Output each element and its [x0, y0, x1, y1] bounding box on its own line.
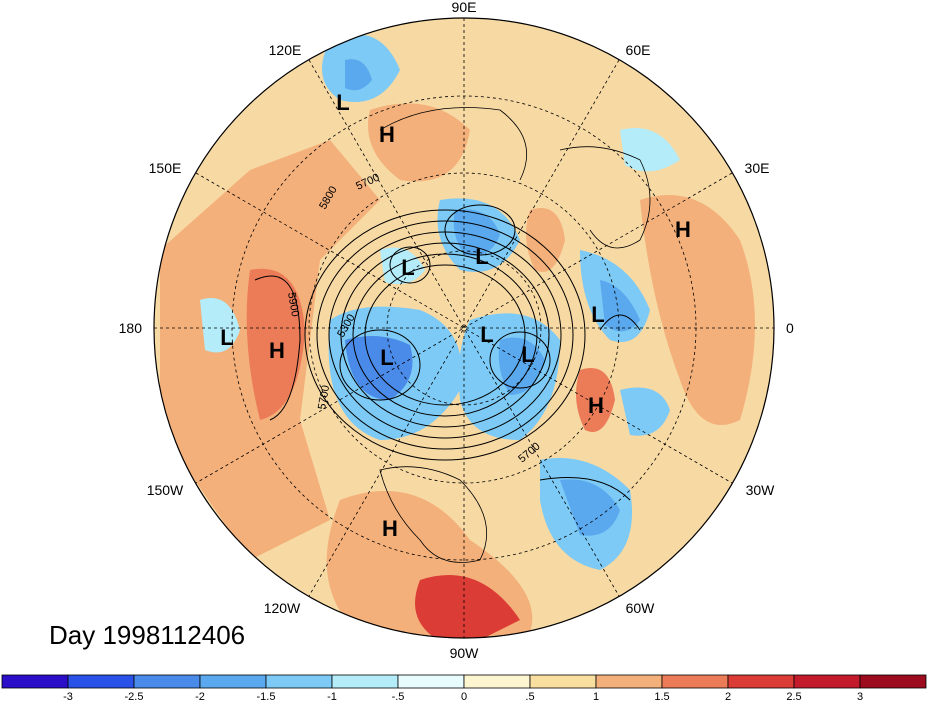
colorbar: -3 -2.5 -2 -1.5 -1 -.5 0 .5 1 1.5 2 2.5 3 — [1, 674, 927, 702]
lon-label-90e: 90E — [452, 0, 477, 15]
lon-label-60w: 60W — [626, 600, 656, 616]
colorbar-swatch — [265, 674, 333, 689]
colorbar-label: -.5 — [392, 691, 405, 702]
lon-label-30e: 30E — [745, 160, 770, 176]
low-marker: L — [336, 90, 349, 115]
low-marker: L — [591, 302, 604, 327]
colorbar-swatch — [463, 674, 531, 689]
colorbar-swatch — [661, 674, 729, 689]
colorbar-swatch — [727, 674, 795, 689]
high-marker: H — [588, 393, 604, 418]
colorbar-label: -2 — [195, 691, 205, 702]
colorbar-label: 2 — [725, 691, 731, 702]
colorbar-label: 1.5 — [654, 691, 669, 702]
colorbar-swatch — [199, 674, 267, 689]
colorbar-label: 1 — [593, 691, 599, 702]
date-title: Day 1998112406 — [49, 620, 246, 650]
colorbar-swatch — [595, 674, 663, 689]
low-marker: L — [480, 322, 493, 347]
colorbar-label: -1.5 — [257, 691, 276, 702]
lon-label-120e: 120E — [269, 42, 302, 58]
low-marker: L — [401, 255, 414, 280]
map-boundary — [153, 17, 775, 639]
low-marker: L — [521, 342, 534, 367]
graticule — [154, 18, 774, 638]
colorbar-swatch — [331, 674, 399, 689]
colorbar-swatch — [859, 674, 927, 689]
colorbar-swatch — [793, 674, 861, 689]
lon-label-0: 0 — [786, 320, 794, 336]
high-marker: H — [269, 338, 285, 363]
colorbar-label: -3 — [63, 691, 73, 702]
colorbar-label: 3 — [857, 691, 863, 702]
colorbar-label: -2.5 — [125, 691, 144, 702]
colorbar-swatch — [133, 674, 201, 689]
low-marker: L — [475, 244, 488, 269]
lon-label-60e: 60E — [626, 42, 651, 58]
low-marker: L — [220, 325, 233, 350]
anomaly-field — [154, 18, 774, 638]
high-marker: H — [675, 217, 691, 242]
high-marker: H — [379, 122, 395, 147]
lon-label-90w: 90W — [450, 645, 480, 661]
lon-label-180: 180 — [119, 320, 143, 336]
high-marker: H — [382, 516, 398, 541]
lon-label-150w: 150W — [147, 482, 184, 498]
lon-label-150e: 150E — [149, 160, 182, 176]
colorbar-swatch — [67, 674, 135, 689]
colorbar-label: -1 — [327, 691, 337, 702]
colorbar-label: 0 — [461, 691, 467, 702]
polar-map: 90E 90W 0 180 60E 30E 120E 150E 30W 60W … — [119, 0, 794, 661]
contour-label: 5700 — [316, 384, 332, 410]
colorbar-swatch — [529, 674, 597, 689]
contour-label: 5900 — [285, 291, 301, 317]
colorbar-swatch — [1, 674, 69, 689]
colorbar-label: 2.5 — [786, 691, 801, 702]
lon-label-120w: 120W — [264, 600, 301, 616]
colorbar-swatch — [397, 674, 465, 689]
lon-label-30w: 30W — [746, 482, 776, 498]
low-marker: L — [380, 345, 393, 370]
colorbar-label: .5 — [525, 691, 534, 702]
